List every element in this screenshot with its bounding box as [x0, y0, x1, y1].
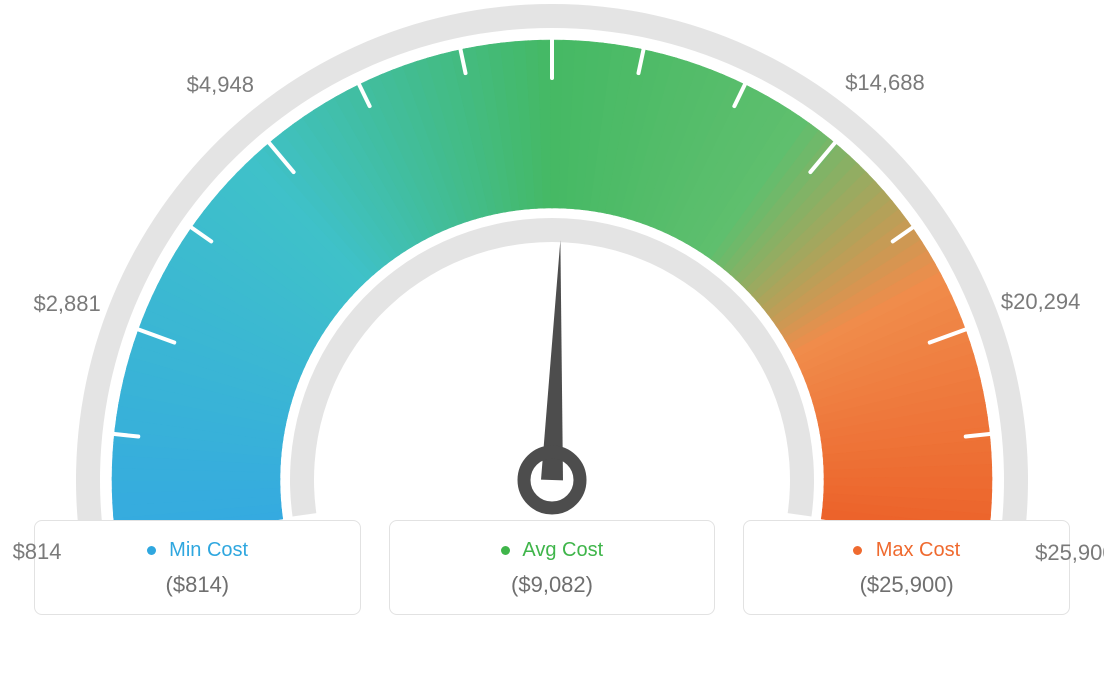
- gauge-tick-label: $4,948: [187, 72, 254, 98]
- legend-value-min: ($814): [45, 572, 350, 598]
- legend-row: Min Cost ($814) Avg Cost ($9,082) Max Co…: [0, 520, 1104, 635]
- legend-value-max: ($25,900): [754, 572, 1059, 598]
- legend-title-text: Min Cost: [169, 539, 248, 561]
- dot-icon: [853, 546, 862, 555]
- legend-value-avg: ($9,082): [400, 572, 705, 598]
- legend-title-text: Avg Cost: [522, 539, 603, 561]
- gauge-tick-label: $814: [13, 539, 62, 565]
- legend-title-max: Max Cost: [754, 539, 1059, 562]
- gauge-tick-label: $14,688: [845, 70, 925, 96]
- legend-title-text: Max Cost: [876, 539, 960, 561]
- gauge-tick-label: $2,881: [33, 291, 100, 317]
- gauge-tick-label: $20,294: [1001, 289, 1081, 315]
- legend-card-min: Min Cost ($814): [34, 520, 361, 615]
- legend-card-max: Max Cost ($25,900): [743, 520, 1070, 615]
- legend-card-avg: Avg Cost ($9,082): [389, 520, 716, 615]
- gauge-svg: [0, 0, 1104, 520]
- gauge-chart: $814$2,881$4,948$9,082$14,688$20,294$25,…: [0, 0, 1104, 520]
- legend-title-min: Min Cost: [45, 539, 350, 562]
- dot-icon: [501, 546, 510, 555]
- gauge-tick-label: $25,900: [1035, 540, 1104, 566]
- legend-title-avg: Avg Cost: [400, 539, 705, 562]
- dot-icon: [147, 546, 156, 555]
